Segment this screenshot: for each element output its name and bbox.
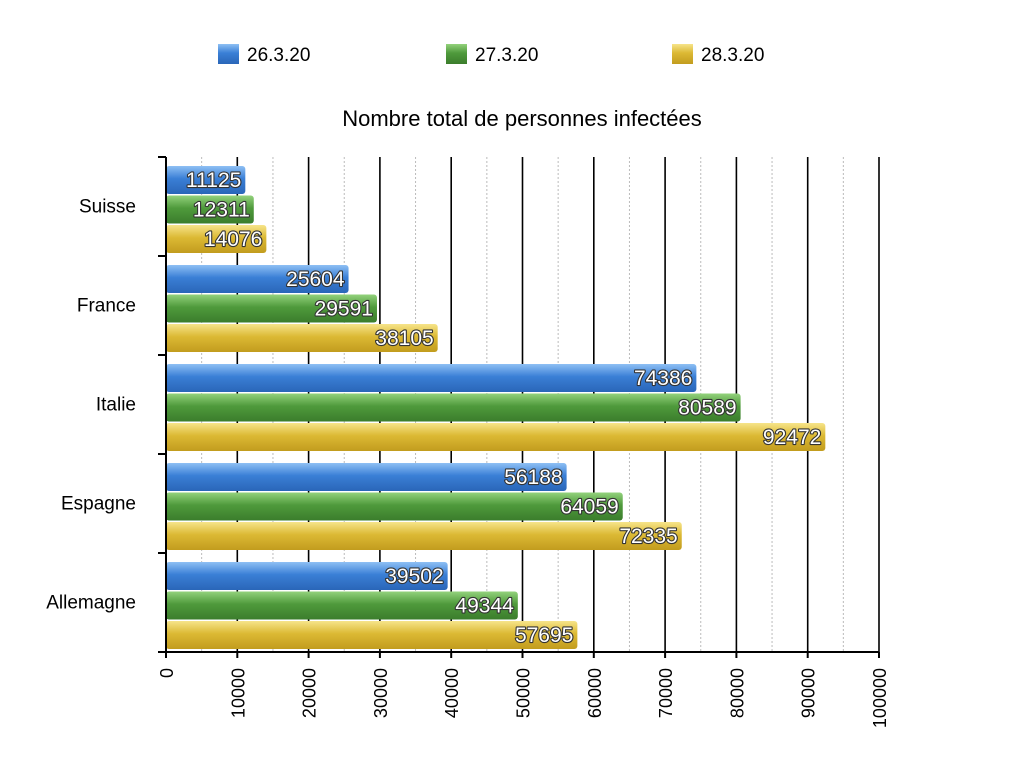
- axes: [158, 156, 880, 658]
- bar-value-label: 11125: [186, 169, 241, 192]
- legend-swatch: [218, 44, 239, 64]
- x-tick-label: 40000: [442, 668, 462, 718]
- category-label: France: [77, 296, 136, 317]
- x-tick-label: 50000: [514, 668, 534, 718]
- bar: [166, 423, 826, 451]
- bar-value-label: 57695: [515, 624, 573, 647]
- bar-value-label: 14076: [204, 228, 262, 251]
- bar-value-label: 80589: [678, 397, 736, 420]
- bar-value-label: 29591: [315, 298, 373, 321]
- bar-value-label: 38105: [375, 327, 433, 350]
- bar-value-label: 56188: [504, 466, 562, 489]
- bar-value-label: 64059: [560, 496, 618, 519]
- legend-swatch: [672, 44, 693, 64]
- bar: [166, 522, 682, 550]
- x-tick-label: 70000: [656, 668, 676, 718]
- bar: [166, 166, 246, 194]
- legend: 26.3.20 27.3.20 28.3.20: [218, 44, 764, 66]
- bar-value-label: 72335: [619, 525, 677, 548]
- bar: [166, 591, 518, 620]
- x-tick-label: 90000: [799, 668, 819, 718]
- bar: [166, 265, 349, 293]
- x-tick-label: 10000: [228, 668, 248, 718]
- x-tick-labels: 0 10000 20000 30000 40000 50000 60000 70000 8000…: [157, 668, 890, 728]
- x-tick-label: 20000: [300, 668, 320, 718]
- bar: [166, 621, 578, 649]
- bar: [166, 195, 254, 224]
- category-label: Italie: [96, 395, 136, 416]
- x-tick-label: 80000: [727, 668, 747, 718]
- bar-value-label: 25604: [286, 268, 345, 291]
- legend-label: 27.3.20: [475, 45, 538, 66]
- bar-value-label: 49344: [455, 595, 514, 618]
- chart-title: Nombre total de personnes infectées: [342, 106, 702, 131]
- bar: [166, 324, 438, 352]
- category-label: Allemagne: [46, 593, 136, 614]
- bar: [166, 364, 697, 392]
- bar: [166, 562, 448, 590]
- bar: [166, 492, 623, 521]
- x-tick-label: 30000: [371, 668, 391, 718]
- legend-label: 28.3.20: [701, 45, 764, 66]
- bar-value-label: 39502: [385, 565, 443, 588]
- bar: [166, 463, 567, 491]
- legend-swatch: [446, 44, 467, 64]
- x-tick-label: 0: [157, 668, 177, 678]
- y-category-labels: Suisse France Italie Espagne Allemagne: [46, 197, 136, 614]
- legend-label: 26.3.20: [247, 45, 310, 66]
- bar: [166, 294, 377, 323]
- x-tick-label: 100000: [870, 668, 890, 728]
- bar: [166, 393, 741, 422]
- bar-value-label: 12311: [193, 199, 250, 222]
- bar-value-label: 92472: [763, 426, 821, 449]
- bar-value-label: 74386: [634, 367, 692, 390]
- category-label: Espagne: [61, 494, 136, 515]
- bar: [166, 225, 267, 253]
- category-label: Suisse: [79, 197, 136, 218]
- x-tick-label: 60000: [585, 668, 605, 718]
